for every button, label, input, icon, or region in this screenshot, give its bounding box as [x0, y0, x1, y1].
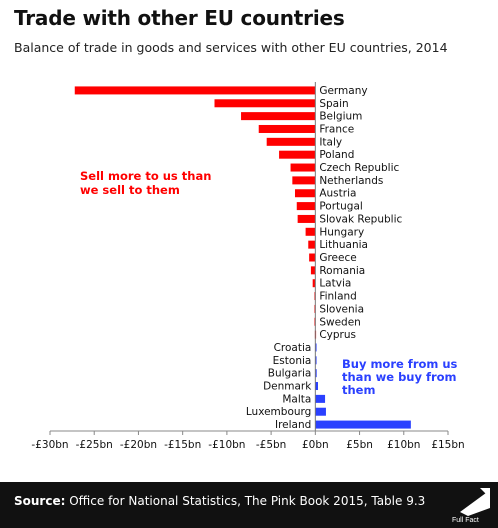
- annotation-buy-line: than we buy from: [342, 370, 457, 384]
- annotation-buy-line: Buy more from us: [342, 357, 458, 371]
- category-label: Lithuania: [319, 239, 368, 251]
- bar-spain: [214, 99, 316, 108]
- category-label: Slovak Republic: [319, 213, 402, 225]
- category-label: Ireland: [275, 419, 311, 431]
- category-label: Portugal: [319, 201, 363, 213]
- x-tick-label: -£15bn: [164, 439, 201, 451]
- bar-croatia: [315, 343, 317, 352]
- category-label: Romania: [319, 265, 365, 277]
- category-label: Netherlands: [319, 175, 383, 187]
- bar-lithuania: [308, 240, 316, 249]
- category-label: Czech Republic: [319, 162, 399, 174]
- category-label: Hungary: [319, 226, 364, 238]
- category-label: Luxembourg: [246, 406, 311, 418]
- bar-slovak-republic: [297, 214, 316, 223]
- category-label: Germany: [319, 85, 367, 97]
- category-label: France: [319, 123, 354, 135]
- x-tick-label: -£30bn: [31, 439, 68, 451]
- annotation-sell-line: we sell to them: [80, 183, 180, 197]
- x-tick-label: -£5bn: [256, 439, 286, 451]
- x-tick-label: £15bn: [431, 439, 464, 451]
- bar-luxembourg: [315, 407, 326, 416]
- bar-portugal: [296, 202, 316, 211]
- category-label: Denmark: [263, 381, 312, 393]
- bar-italy: [266, 137, 316, 146]
- bar-austria: [294, 189, 316, 198]
- bar-france: [258, 124, 316, 133]
- chart-title: Trade with other EU countries: [14, 6, 345, 30]
- bar-hungary: [305, 227, 316, 236]
- category-label: Bulgaria: [268, 368, 312, 380]
- category-label: Finland: [319, 291, 357, 303]
- x-tick-label: £5bn: [346, 439, 373, 451]
- x-tick-label: -£20bn: [120, 439, 157, 451]
- category-label: Greece: [319, 252, 356, 264]
- bar-malta: [315, 394, 326, 403]
- source-label: Source:: [14, 494, 66, 508]
- full-fact-logo-icon: Full Fact: [452, 488, 490, 524]
- annotation-buy-line: them: [342, 383, 375, 397]
- bar-estonia: [315, 356, 317, 365]
- bar-denmark: [315, 382, 318, 391]
- category-label: Croatia: [274, 342, 312, 354]
- x-tick-label: -£10bn: [208, 439, 245, 451]
- category-label: Belgium: [319, 111, 362, 123]
- bar-ireland: [315, 420, 411, 429]
- category-label: Malta: [282, 393, 311, 405]
- bar-netherlands: [292, 176, 316, 185]
- x-tick-label: -£25bn: [76, 439, 113, 451]
- source-note: Source: Office for National Statistics, …: [14, 494, 425, 508]
- category-label: Sweden: [319, 316, 361, 328]
- bar-belgium: [241, 112, 316, 121]
- bar-bulgaria: [315, 369, 317, 378]
- category-label: Estonia: [273, 355, 312, 367]
- category-label: Cyprus: [319, 329, 356, 341]
- bar-latvia: [312, 279, 316, 288]
- category-label: Austria: [319, 188, 356, 200]
- x-tick-label: £0bn: [302, 439, 329, 451]
- x-tick-label: £10bn: [387, 439, 420, 451]
- bar-germany: [74, 86, 316, 95]
- annotation-sell-line: Sell more to us than: [80, 169, 211, 183]
- bar-poland: [279, 150, 316, 159]
- category-label: Poland: [319, 149, 354, 161]
- source-text: Office for National Statistics, The Pink…: [69, 494, 426, 508]
- chart-subtitle: Balance of trade in goods and services w…: [14, 40, 448, 55]
- category-label: Spain: [319, 98, 348, 110]
- bar-czech-republic: [290, 163, 316, 172]
- category-label: Italy: [319, 136, 342, 148]
- category-label: Slovenia: [319, 303, 364, 315]
- footer-bar: Source: Office for National Statistics, …: [0, 482, 498, 528]
- bar-greece: [309, 253, 316, 262]
- bar-chart: GermanySpainBelgiumFranceItalyPolandCzec…: [31, 82, 465, 451]
- svg-text:Full Fact: Full Fact: [452, 517, 479, 524]
- bar-romania: [310, 266, 316, 275]
- category-label: Latvia: [319, 278, 351, 290]
